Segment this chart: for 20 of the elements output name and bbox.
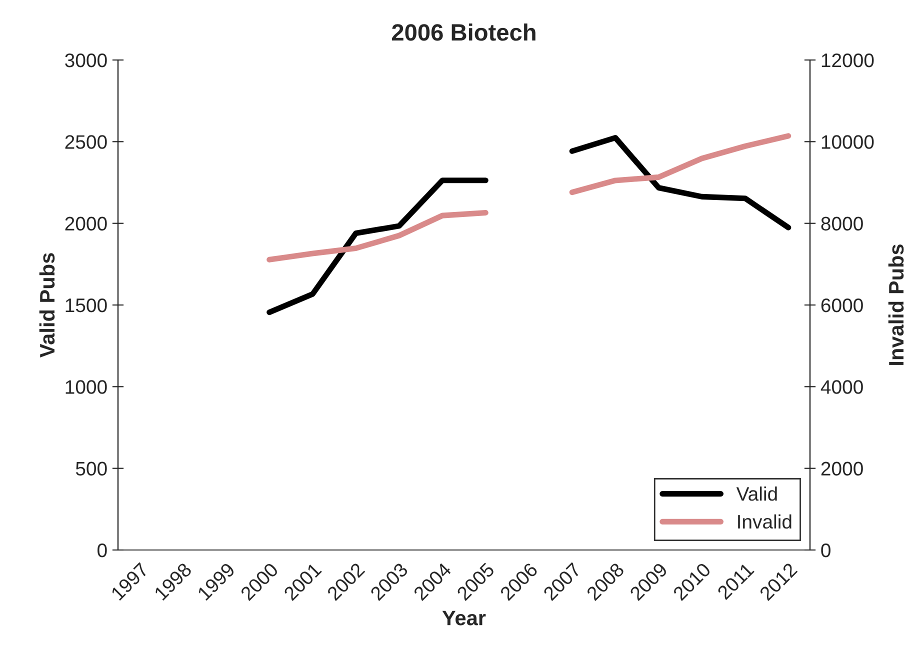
y-tick-label: 2000 <box>65 216 107 231</box>
x-axis-title: Year <box>442 610 486 626</box>
y2-tick-label: 10000 <box>822 135 874 149</box>
y2-tick-label: 0 <box>821 543 830 558</box>
y2-tick-label: 2000 <box>821 462 863 476</box>
y2-tick-label: 6000 <box>821 298 863 312</box>
y2-tick-label: 4000 <box>820 380 863 394</box>
chart-title: 2006 Biotech <box>392 23 536 41</box>
y2-axis-title: Invalid Pubs <box>888 244 904 365</box>
y-tick-label: 3000 <box>65 53 107 68</box>
legend-label: Valid <box>736 486 777 501</box>
y2-tick-label: 8000 <box>821 216 863 231</box>
y-tick-label: 1000 <box>66 380 107 394</box>
y-tick-label: 1500 <box>66 298 107 312</box>
y-tick-label: 500 <box>76 462 107 476</box>
y-axis-title: Valid Pubs <box>39 253 55 358</box>
y-tick-label: 0 <box>98 543 107 558</box>
y2-tick-label: 12000 <box>822 53 874 68</box>
y-tick-label: 2500 <box>65 135 107 149</box>
legend-label: Invalid <box>738 514 792 529</box>
